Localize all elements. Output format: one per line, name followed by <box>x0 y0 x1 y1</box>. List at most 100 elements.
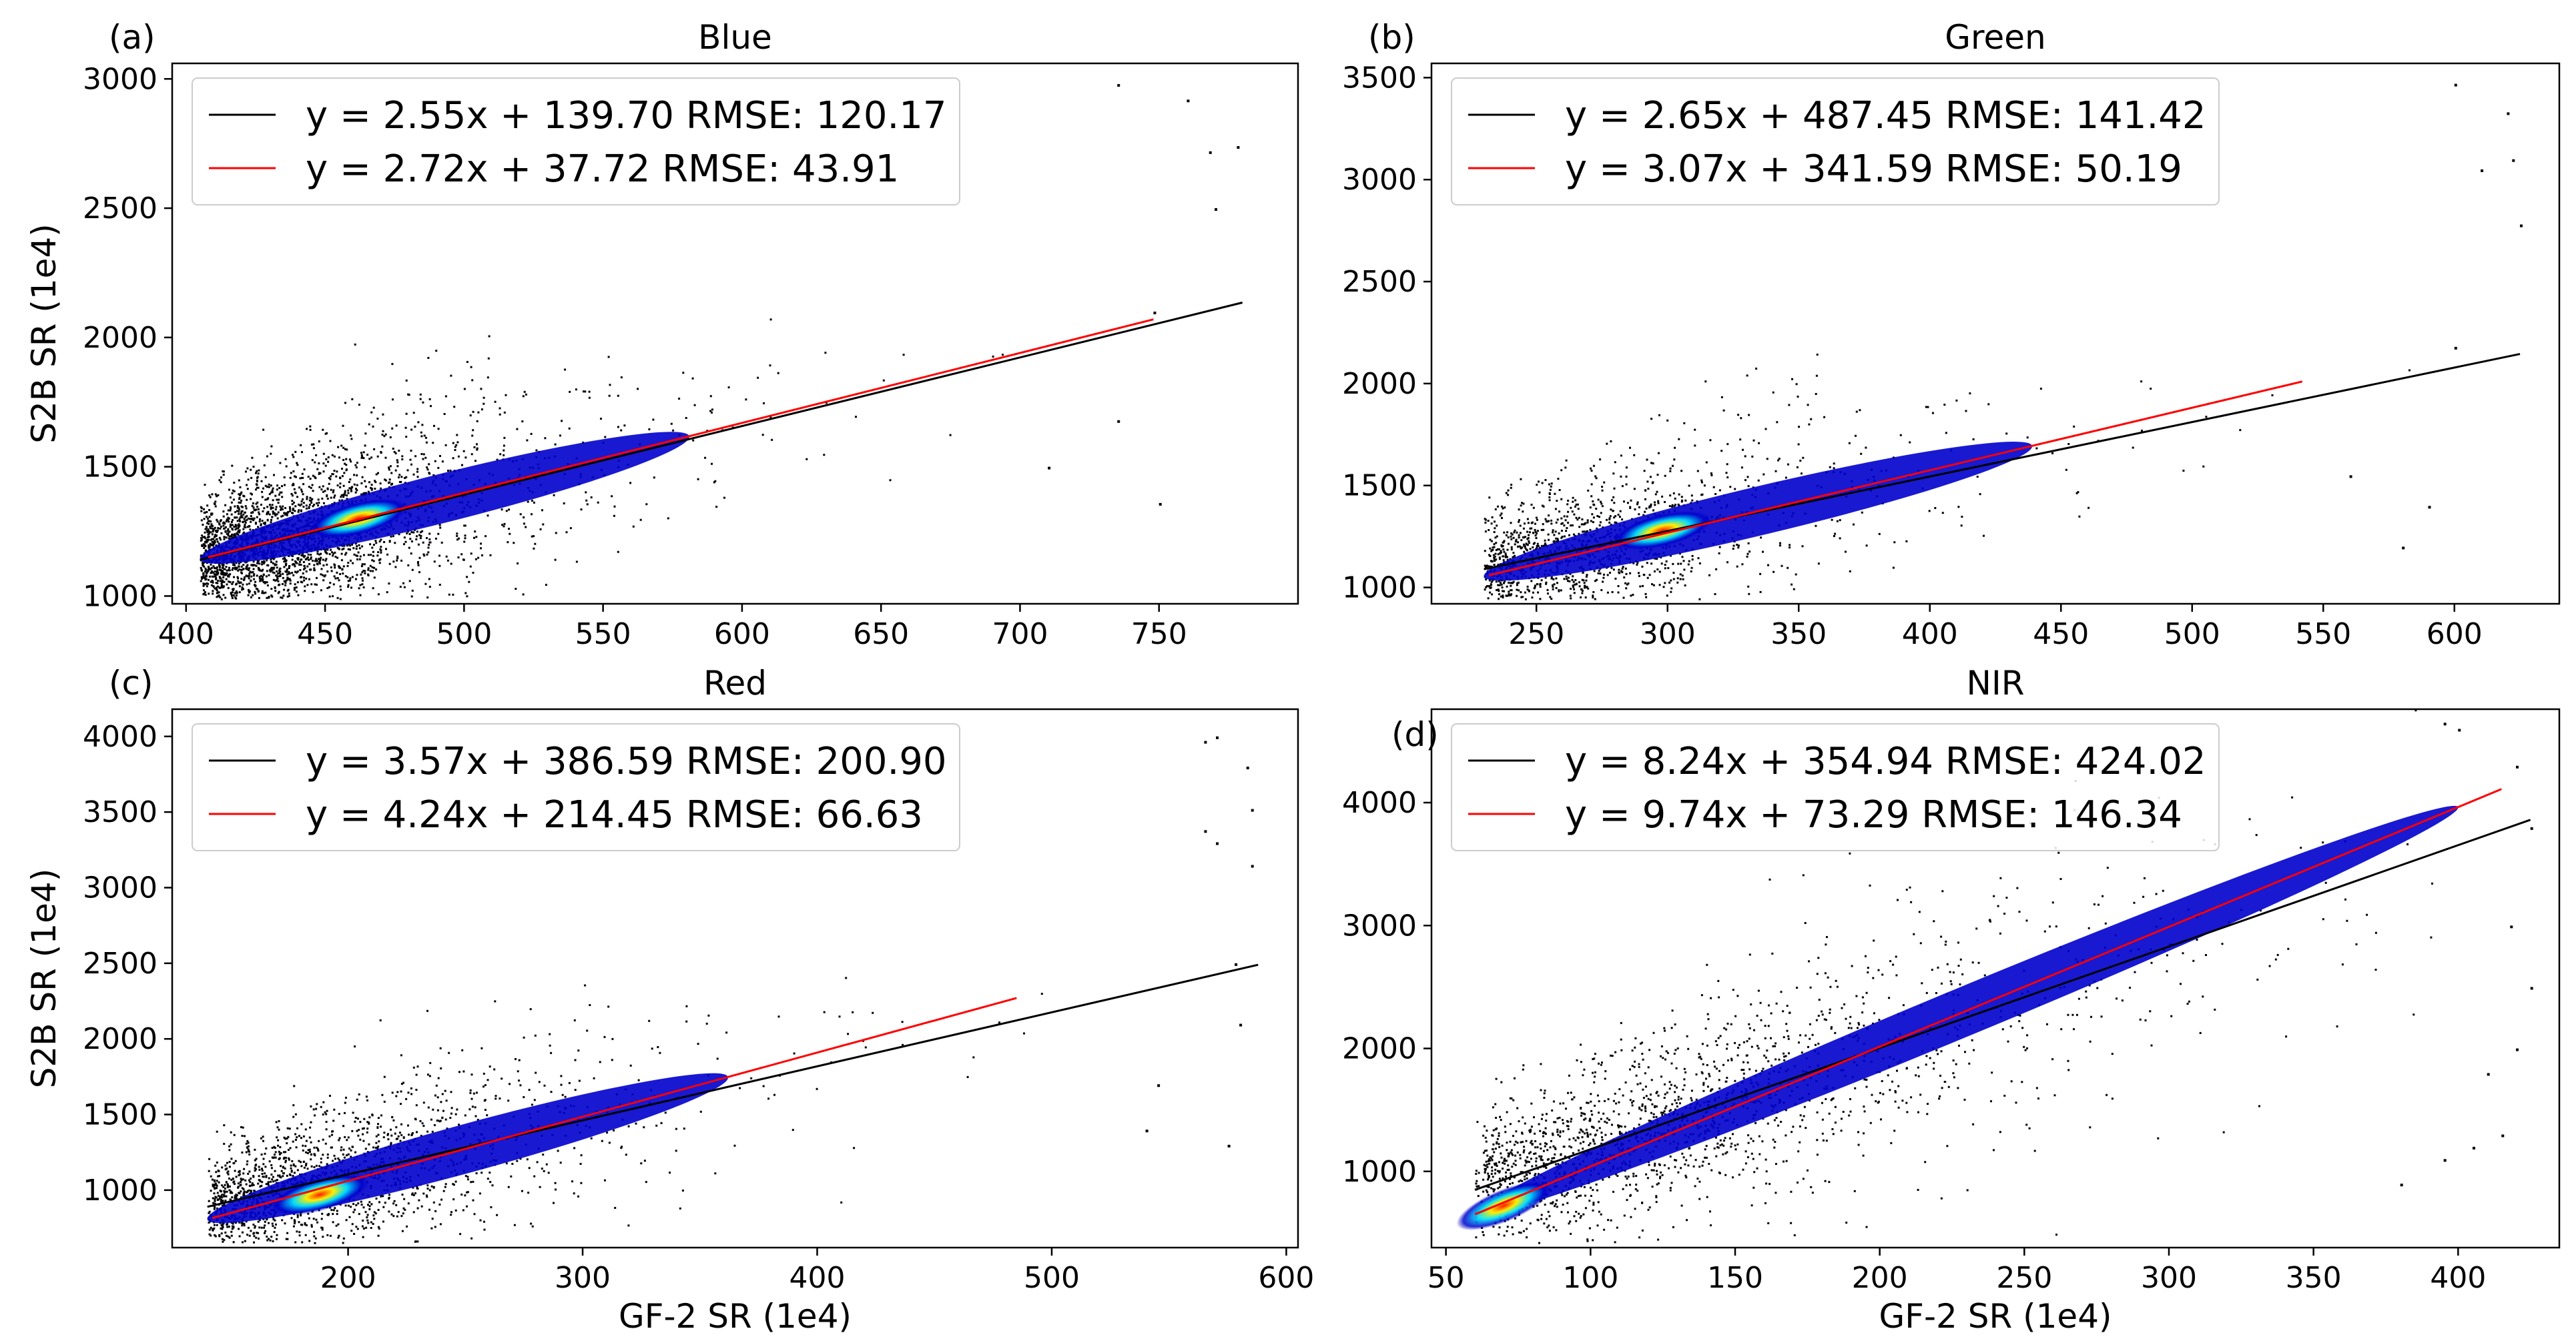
panel-2-xtick-label: 450 <box>2033 617 2089 651</box>
panel-4-xtick-label: 200 <box>1852 1261 1908 1295</box>
panel-4-frame <box>1430 708 2561 1249</box>
panel-1-legend-entry: y = 2.55x + 139.70 RMSE: 120.17 <box>306 94 947 137</box>
panel-2-ytick-label: 2000 <box>1342 367 1417 401</box>
panel-4-ytick-label: 2000 <box>1342 1032 1417 1066</box>
panel-2-outlier-point <box>2428 506 2431 509</box>
panel-3-outlier-point <box>1246 767 1249 770</box>
panel-3-outlier-point <box>1216 842 1219 845</box>
panel-4-xlabel: GF-2 SR (1e4) <box>1879 1297 2112 1336</box>
panel-4-title: NIR <box>1967 664 2025 703</box>
panel-2-xtick-label: 600 <box>2427 617 2483 651</box>
panel-3-ytick-label: 1500 <box>83 1098 157 1132</box>
panel-4-xtick-label: 50 <box>1427 1261 1465 1295</box>
panel-1-ytick-label: 2500 <box>83 191 157 226</box>
panel-3-legend-box <box>192 723 960 851</box>
panel-1-legend-entry: y = 2.72x + 37.72 RMSE: 43.91 <box>306 147 899 191</box>
panel-2-ytick-label: 3500 <box>1342 61 1417 95</box>
panel-3-label: (c) <box>109 664 153 703</box>
panel-1-ytick-label: 1000 <box>83 579 157 613</box>
panel-2-frame <box>1430 62 2561 605</box>
panel-2-xtick-label: 400 <box>1902 617 1958 651</box>
panel-3-xtick-label: 600 <box>1258 1261 1314 1295</box>
panel-3-ytick-label: 2000 <box>83 1022 157 1056</box>
panel-4-outlier-point <box>2458 729 2461 732</box>
panel-1-ylabel: S2B SR (1e4) <box>25 224 63 444</box>
panel-1-ytick-label: 2000 <box>83 321 157 355</box>
panel-1-legend-box <box>192 77 960 205</box>
panel-2-outlier-point <box>2507 112 2510 115</box>
panel-3-scatter-points <box>208 977 1043 1244</box>
panel-4-ytick-label: 3000 <box>1342 909 1417 943</box>
panel-3-density-peak <box>270 1174 369 1216</box>
panel-4-legend-entry: y = 8.24x + 354.94 RMSE: 424.02 <box>1565 740 2206 783</box>
panel-2-ytick-label: 2500 <box>1342 265 1417 299</box>
panel-1-outlier-point <box>1159 502 1162 506</box>
panel-1-outlier-point <box>1117 84 1120 87</box>
panel-2-xtick-label: 250 <box>1508 617 1564 651</box>
panel-2-xtick-label: 350 <box>1770 617 1827 651</box>
panel-3-ytick-label: 3000 <box>83 871 157 905</box>
panel-3-legend-entry: y = 3.57x + 386.59 RMSE: 200.90 <box>306 740 947 783</box>
panel-2-outlier-point <box>2520 224 2523 228</box>
panel-3-outlier-point <box>1239 1023 1243 1027</box>
panel-1-xtick-label: 550 <box>575 617 631 651</box>
panel-3-fit-line-all <box>207 963 1259 1208</box>
panel-2-fit-line-all <box>1484 353 2521 570</box>
panel-4-outlier-point <box>2510 925 2513 929</box>
panel-2-outlier-point <box>2481 169 2484 172</box>
panel-2-legend: y = 2.65x + 487.45 RMSE: 141.42 y = 3.07x… <box>1451 77 2220 205</box>
panel-2-xtick-label: 550 <box>2295 617 2351 651</box>
panel-3-outlier-point <box>1145 1130 1149 1133</box>
panel-1-xtick-label: 400 <box>158 617 214 651</box>
panel-2-ytick-label: 1000 <box>1342 571 1417 605</box>
panel-4-outlier-point <box>2443 723 2447 726</box>
panel-3-outlier-point <box>1216 736 1219 739</box>
panel-3-ytick-label: 2500 <box>83 947 157 981</box>
panel-1-xtick-label: 500 <box>436 617 492 651</box>
panel-3-title: Red <box>703 664 767 703</box>
panel-4-outlier-point <box>2400 1184 2403 1187</box>
panel-2-ytick-label: 3000 <box>1342 163 1417 197</box>
panel-1-ytick-label: 3000 <box>83 62 157 96</box>
panel-2-outlier-point <box>2402 546 2405 550</box>
panel-3-xlabel: GF-2 SR (1e4) <box>619 1297 852 1336</box>
panel-1-outlier-point <box>1187 99 1190 103</box>
panel-3-fit-line-dense <box>212 997 1017 1220</box>
panel-3-outlier-point <box>1235 963 1238 966</box>
panel-2-outlier-point <box>2454 346 2457 350</box>
panel-4-outlier-point <box>2516 1048 2519 1051</box>
panel-4-legend-entry: y = 9.74x + 73.29 RMSE: 146.34 <box>1565 793 2182 837</box>
panel-2-outlier-point <box>2349 475 2352 478</box>
panel-4: 50 100 150 200 250 300 350 400 1000 2000 3000 4000 N… <box>1342 664 2561 1336</box>
panel-2-outlier-point <box>2454 83 2457 87</box>
panel-1-outlier-point <box>1153 312 1157 315</box>
panel-4-label: (d) <box>1391 715 1439 754</box>
panel-3-outlier-point <box>1251 809 1254 812</box>
panel-1-xtick-label: 650 <box>853 617 909 651</box>
panel-4-xtick-label: 150 <box>1707 1261 1763 1295</box>
panel-1-outlier-point <box>1048 466 1051 470</box>
panel-1-title: Blue <box>698 18 772 57</box>
panel-2-ytick-label: 1500 <box>1342 469 1417 503</box>
panel-3-outlier-point <box>1157 1084 1161 1087</box>
panel-3-xtick-label: 200 <box>320 1261 376 1295</box>
panel-2-legend-entry: y = 2.65x + 487.45 RMSE: 141.42 <box>1565 94 2206 137</box>
panel-4-ytick-label: 1000 <box>1342 1155 1417 1189</box>
panel-4-outlier-point <box>2530 827 2533 830</box>
panel-3-ytick-label: 1000 <box>83 1174 157 1208</box>
panel-3: 200 300 400 500 600 1000 1500 2000 2500 3000 3500 4… <box>25 664 1314 1336</box>
panel-2-xtick-label: 300 <box>1640 617 1696 651</box>
panel-4-xtick-label: 350 <box>2286 1261 2342 1295</box>
panel-4-density-peak <box>1456 1181 1552 1231</box>
panel-4-outlier-point <box>2443 1159 2447 1162</box>
panel-4-outlier-point <box>2501 1134 2505 1138</box>
panel-1: 400 450 500 550 600 650 700 750 1000 1500 2000 2500… <box>25 18 1299 651</box>
panel-2-xtick-label: 500 <box>2164 617 2220 651</box>
panel-3-ytick-label: 4000 <box>83 720 157 754</box>
panel-4-legend: y = 8.24x + 354.94 RMSE: 424.02 y = 9.74x… <box>1451 723 2220 851</box>
panel-3-ylabel: S2B SR (1e4) <box>25 869 63 1089</box>
panel-1-outlier-point <box>1215 208 1217 211</box>
panel-3-outlier-point <box>1227 1144 1231 1148</box>
panel-4-outlier-point <box>2473 1146 2475 1150</box>
